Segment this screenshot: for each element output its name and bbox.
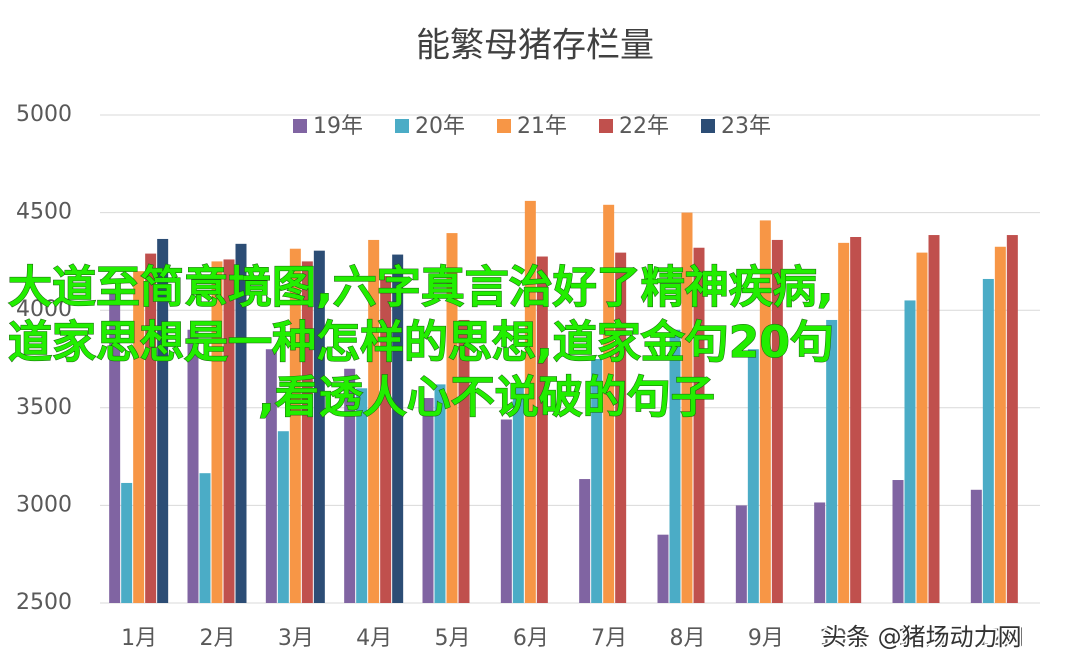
bar	[392, 254, 404, 603]
bar	[681, 212, 693, 603]
bar	[970, 489, 982, 603]
bar	[838, 242, 850, 603]
bar	[265, 349, 277, 603]
bar	[356, 388, 368, 603]
bar	[657, 534, 669, 603]
bar	[368, 239, 380, 604]
x-tick-label: 12月	[976, 626, 1026, 651]
bar	[826, 319, 838, 603]
x-tick-label: 7月	[591, 626, 627, 651]
legend-label: 22年	[619, 114, 669, 139]
bar	[187, 329, 199, 603]
bar	[512, 383, 524, 603]
x-tick-label: 1月	[121, 626, 157, 651]
bar	[735, 505, 747, 603]
bar	[223, 259, 235, 603]
overlay-text: 道家思想是一种怎样的思想,道家金句20句	[8, 317, 834, 368]
bar	[157, 238, 169, 603]
y-tick-label: 3000	[16, 492, 72, 517]
x-tick-label: 5月	[435, 626, 471, 651]
y-tick-label: 3500	[16, 395, 72, 420]
bar	[771, 239, 783, 604]
legend-swatch	[599, 119, 613, 133]
watermark: 头条 @猪场动力网	[822, 623, 1022, 651]
x-tick-label: 10月	[819, 626, 869, 651]
bar	[133, 271, 145, 603]
x-tick-label: 11月	[898, 626, 948, 651]
bar	[277, 431, 289, 603]
legend-label: 20年	[415, 114, 465, 139]
legend-swatch	[497, 119, 511, 133]
chart-title: 能繁母猪存栏量	[416, 26, 654, 66]
x-tick-label: 6月	[513, 626, 549, 651]
bar	[380, 276, 392, 603]
bar	[446, 233, 458, 603]
x-tick-label: 2月	[200, 626, 236, 651]
bar	[982, 278, 994, 603]
bar	[121, 482, 133, 603]
bar	[904, 300, 916, 603]
overlay-text: 大道至简意境图,六字真言治好了精神疾病,	[8, 262, 833, 313]
bar	[301, 261, 313, 603]
legend-swatch	[395, 119, 409, 133]
bar	[289, 248, 301, 603]
bar	[747, 349, 759, 603]
bar	[579, 479, 591, 603]
bar	[109, 290, 121, 603]
x-tick-label: 3月	[278, 626, 314, 651]
y-tick-label: 4000	[16, 297, 72, 322]
bar	[434, 384, 446, 603]
bar	[235, 243, 247, 603]
bar	[994, 246, 1006, 603]
y-tick-label: 2500	[16, 590, 72, 615]
bar	[344, 368, 356, 603]
bar	[693, 247, 705, 603]
bar	[313, 250, 325, 603]
bar	[850, 237, 862, 603]
bar	[814, 502, 826, 603]
x-tick-label: 8月	[670, 626, 706, 651]
bar	[536, 256, 548, 603]
y-tick-label: 5000	[16, 102, 72, 127]
legend-swatch	[701, 119, 715, 133]
bar	[892, 480, 904, 603]
bar	[591, 359, 603, 603]
bar	[1006, 235, 1018, 603]
bar	[603, 204, 615, 604]
legend-label: 21年	[517, 114, 567, 139]
bar	[916, 252, 928, 603]
legend-label: 19年	[313, 114, 363, 139]
bar	[524, 200, 536, 603]
bar	[145, 253, 157, 604]
bar	[458, 319, 470, 603]
bar	[422, 398, 434, 603]
x-tick-label: 9月	[748, 626, 784, 651]
bar	[199, 473, 211, 603]
legend-swatch	[293, 119, 307, 133]
overlay-text: ,看透人心不说破的句子	[258, 372, 715, 423]
legend-label: 23年	[721, 114, 771, 139]
x-tick-label: 4月	[356, 626, 392, 651]
bar	[211, 261, 223, 603]
bar	[500, 419, 512, 603]
y-tick-label: 4500	[16, 200, 72, 225]
bar	[759, 220, 771, 603]
bar	[669, 329, 681, 603]
bar	[615, 252, 627, 603]
bar	[928, 235, 940, 603]
